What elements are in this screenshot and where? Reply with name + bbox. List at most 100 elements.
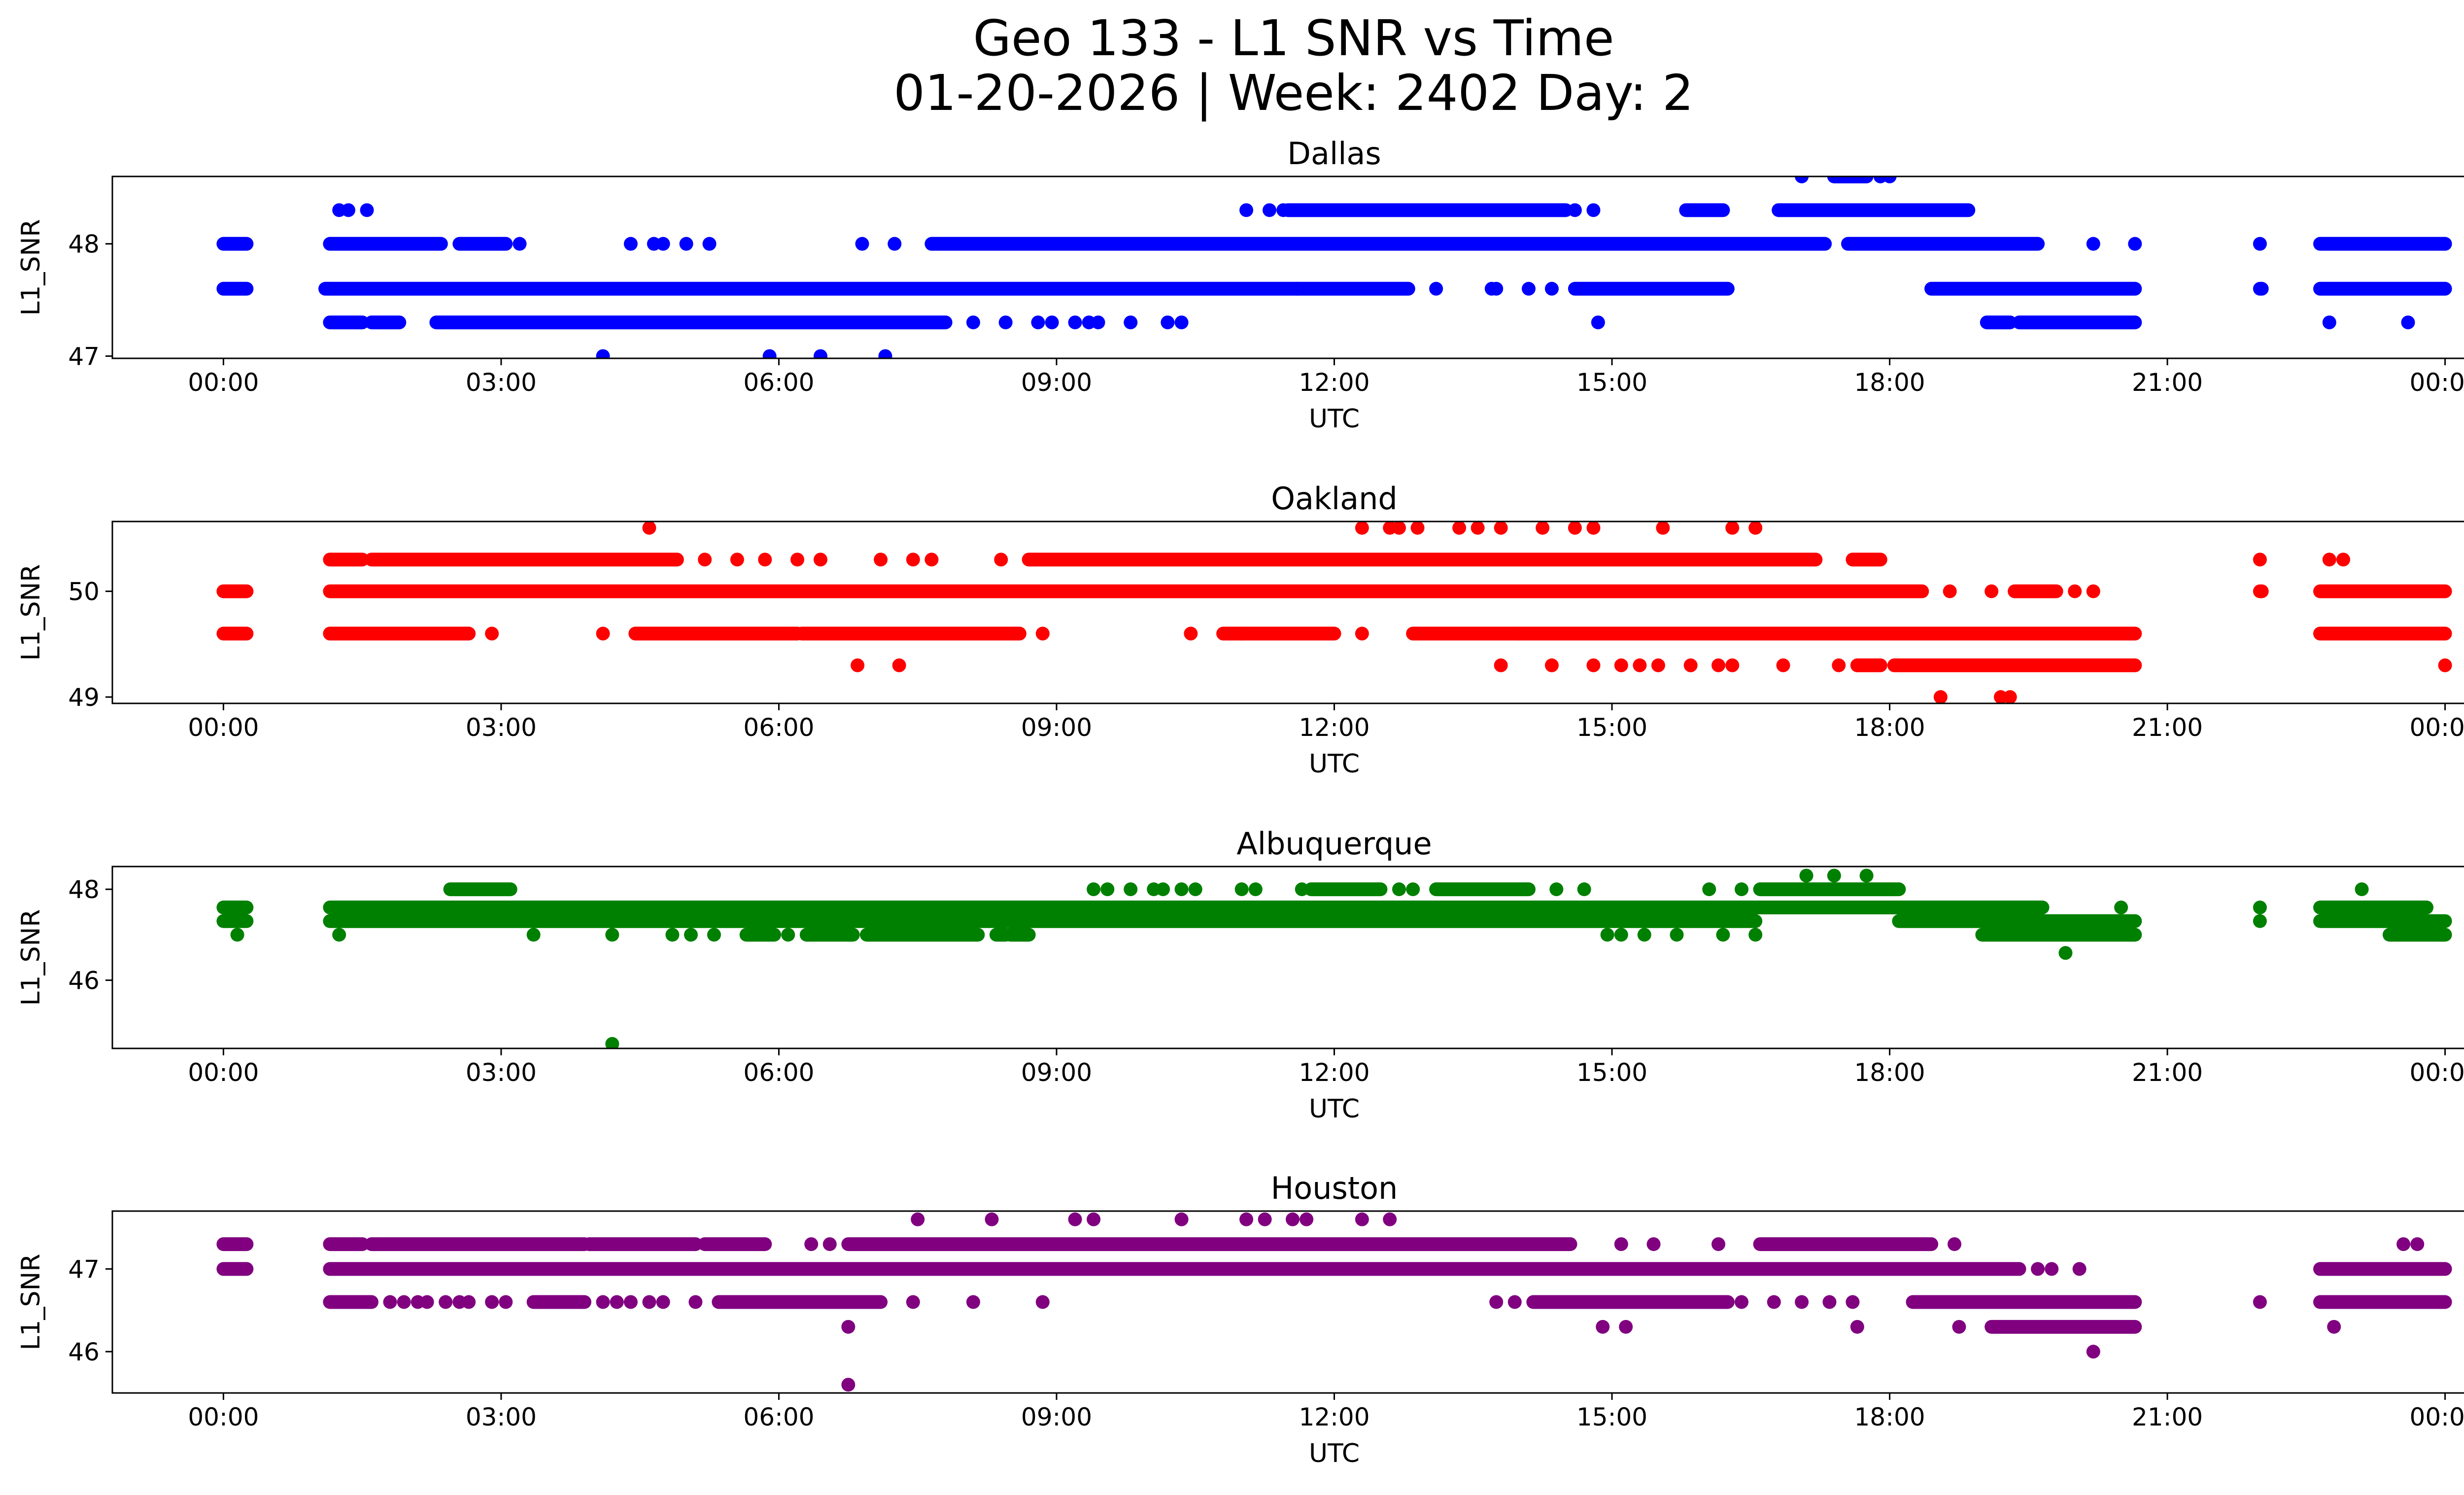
houston-point-28 [1614, 1237, 1628, 1252]
albuquerque-point-31 [2355, 882, 2369, 897]
dallas-point-25 [2322, 315, 2336, 330]
dallas-point-8 [702, 237, 717, 251]
houston-point-10 [610, 1295, 624, 1309]
oakland-point-25 [2336, 553, 2350, 567]
oakland-point-32 [1035, 626, 1050, 641]
albuquerque-xtick-label-1: 03:00 [466, 1058, 537, 1087]
oakland-point-24 [2322, 553, 2336, 567]
dallas-point-35 [1521, 281, 1536, 296]
oakland-point-26 [1943, 584, 1957, 598]
albuquerque-point-39 [605, 1037, 619, 1048]
albuquerque-point-2 [526, 928, 541, 942]
houston-point-29 [1646, 1237, 1661, 1252]
oakland-point-7 [1494, 522, 1508, 535]
oakland-xlabel: UTC [1309, 749, 1360, 779]
dallas-point-23 [1174, 315, 1189, 330]
dallas-point-20 [1091, 315, 1105, 330]
dallas-point-31 [1586, 203, 1601, 217]
dallas-point-37 [1795, 176, 1809, 183]
oakland-xtick-label-0: 00:00 [188, 713, 259, 742]
dallas-point-band-1-4 [1841, 237, 2045, 251]
dallas-point-band-0-4 [1924, 281, 2142, 296]
oakland-point-34 [1234, 626, 1249, 641]
houston-point-43 [1258, 1212, 1272, 1226]
oakland-point-band-0-0 [216, 584, 254, 598]
dallas-point-11 [2086, 237, 2100, 251]
albuquerque-point-38 [2058, 946, 2073, 960]
houston-point-12 [642, 1295, 656, 1309]
dallas-xtick-label-4: 12:00 [1299, 368, 1369, 397]
dallas-point-29 [1276, 203, 1291, 217]
dallas-xtick-label-8: 00:00 [2410, 368, 2464, 397]
dallas-point-band-1-3 [924, 237, 1832, 251]
albuquerque-point-4 [665, 928, 680, 942]
oakland-point-6 [1471, 522, 1485, 535]
houston-xtick-label-1: 03:00 [466, 1403, 537, 1431]
oakland-point-band-2-5 [1406, 626, 1527, 641]
houston-point-1 [397, 1295, 411, 1309]
oakland-xtick-label-3: 09:00 [1021, 713, 1092, 742]
dallas-point-band-0-6 [2313, 281, 2452, 296]
albuquerque-point-band-2-2 [859, 928, 985, 942]
houston-xtick-label-4: 12:00 [1299, 1403, 1369, 1431]
albuquerque-series [216, 869, 2452, 1048]
oakland-xtick-label-6: 18:00 [1854, 713, 1925, 742]
albuquerque-point-band-1-2 [1892, 914, 2142, 928]
houston-point-26 [804, 1237, 819, 1252]
dallas-point-13 [2253, 237, 2267, 251]
albuquerque-point-19 [1156, 882, 1170, 897]
houston-point-39 [1068, 1212, 1082, 1226]
houston-point-band-1-4 [698, 1237, 772, 1252]
oakland-xtick-label-8: 00:00 [2410, 713, 2464, 742]
houston-point-band-2-2 [712, 1295, 888, 1309]
houston-xtick-label-3: 09:00 [1021, 1403, 1092, 1431]
oakland-point-4 [1410, 522, 1425, 535]
houston-point-42 [1239, 1212, 1254, 1226]
albuquerque-point-7 [781, 928, 795, 942]
albuquerque-point-band-2-1 [799, 928, 860, 942]
houston-point-24 [1846, 1295, 1860, 1309]
albuquerque-point-28 [1577, 882, 1591, 897]
albuquerque-point-34 [1859, 869, 1874, 883]
albuquerque-xtick-label-7: 21:00 [2132, 1058, 2203, 1087]
oakland-point-band-2-2 [628, 626, 805, 641]
albuquerque-point-band-0-2 [2313, 901, 2434, 915]
oakland-point-11 [1656, 522, 1670, 535]
dallas-point-9 [855, 237, 869, 251]
dallas-point-band-1-5 [2313, 237, 2452, 251]
oakland-point-10 [1586, 522, 1601, 535]
oakland-point-29 [2086, 584, 2100, 598]
albuquerque-point-30 [1735, 882, 1748, 897]
houston-point-band-2-5 [1906, 1295, 2142, 1309]
oakland-point-13 [1748, 522, 1763, 535]
dallas-point-1 [341, 203, 355, 217]
houston-point-14 [688, 1295, 703, 1309]
oakland-point-47 [1776, 658, 1790, 672]
houston-point-31 [1948, 1237, 1962, 1252]
oakland-point-band-0-3 [2253, 584, 2269, 598]
houston-series [216, 1212, 2452, 1392]
oakland-point-22 [994, 553, 1008, 567]
dallas-point-32 [1429, 281, 1443, 296]
albuquerque-point-12 [1670, 928, 1684, 942]
dallas-point-14 [966, 315, 980, 330]
dallas-xtick-label-1: 03:00 [466, 368, 537, 397]
dallas-ytick-label-1: 48 [68, 230, 100, 259]
albuquerque-point-band-3-2 [1429, 882, 1536, 897]
houston-title: Houston [1271, 1170, 1398, 1206]
oakland-panel: Oakland 00:00 03:00 06:00 09:00 12:00 15:00 18:… [16, 481, 2464, 779]
dallas-ytick-label-0: 47 [68, 342, 100, 371]
oakland-point-37 [892, 658, 906, 672]
oakland-point-23 [2253, 553, 2267, 567]
houston-point-band-1-6 [1753, 1237, 1939, 1252]
oakland-xtick-label-5: 15:00 [1576, 713, 1647, 742]
houston-point-23 [1822, 1295, 1837, 1309]
dallas-point-band-2-0 [323, 315, 370, 330]
albuquerque-point-37 [2253, 914, 2267, 928]
houston-point-9 [596, 1295, 610, 1309]
albuquerque-point-10 [1614, 928, 1628, 942]
houston-point-48 [841, 1320, 856, 1334]
dallas-point-26 [2401, 315, 2415, 330]
albuquerque-point-23 [1248, 882, 1263, 897]
oakland-point-band-2-7 [2313, 626, 2452, 641]
